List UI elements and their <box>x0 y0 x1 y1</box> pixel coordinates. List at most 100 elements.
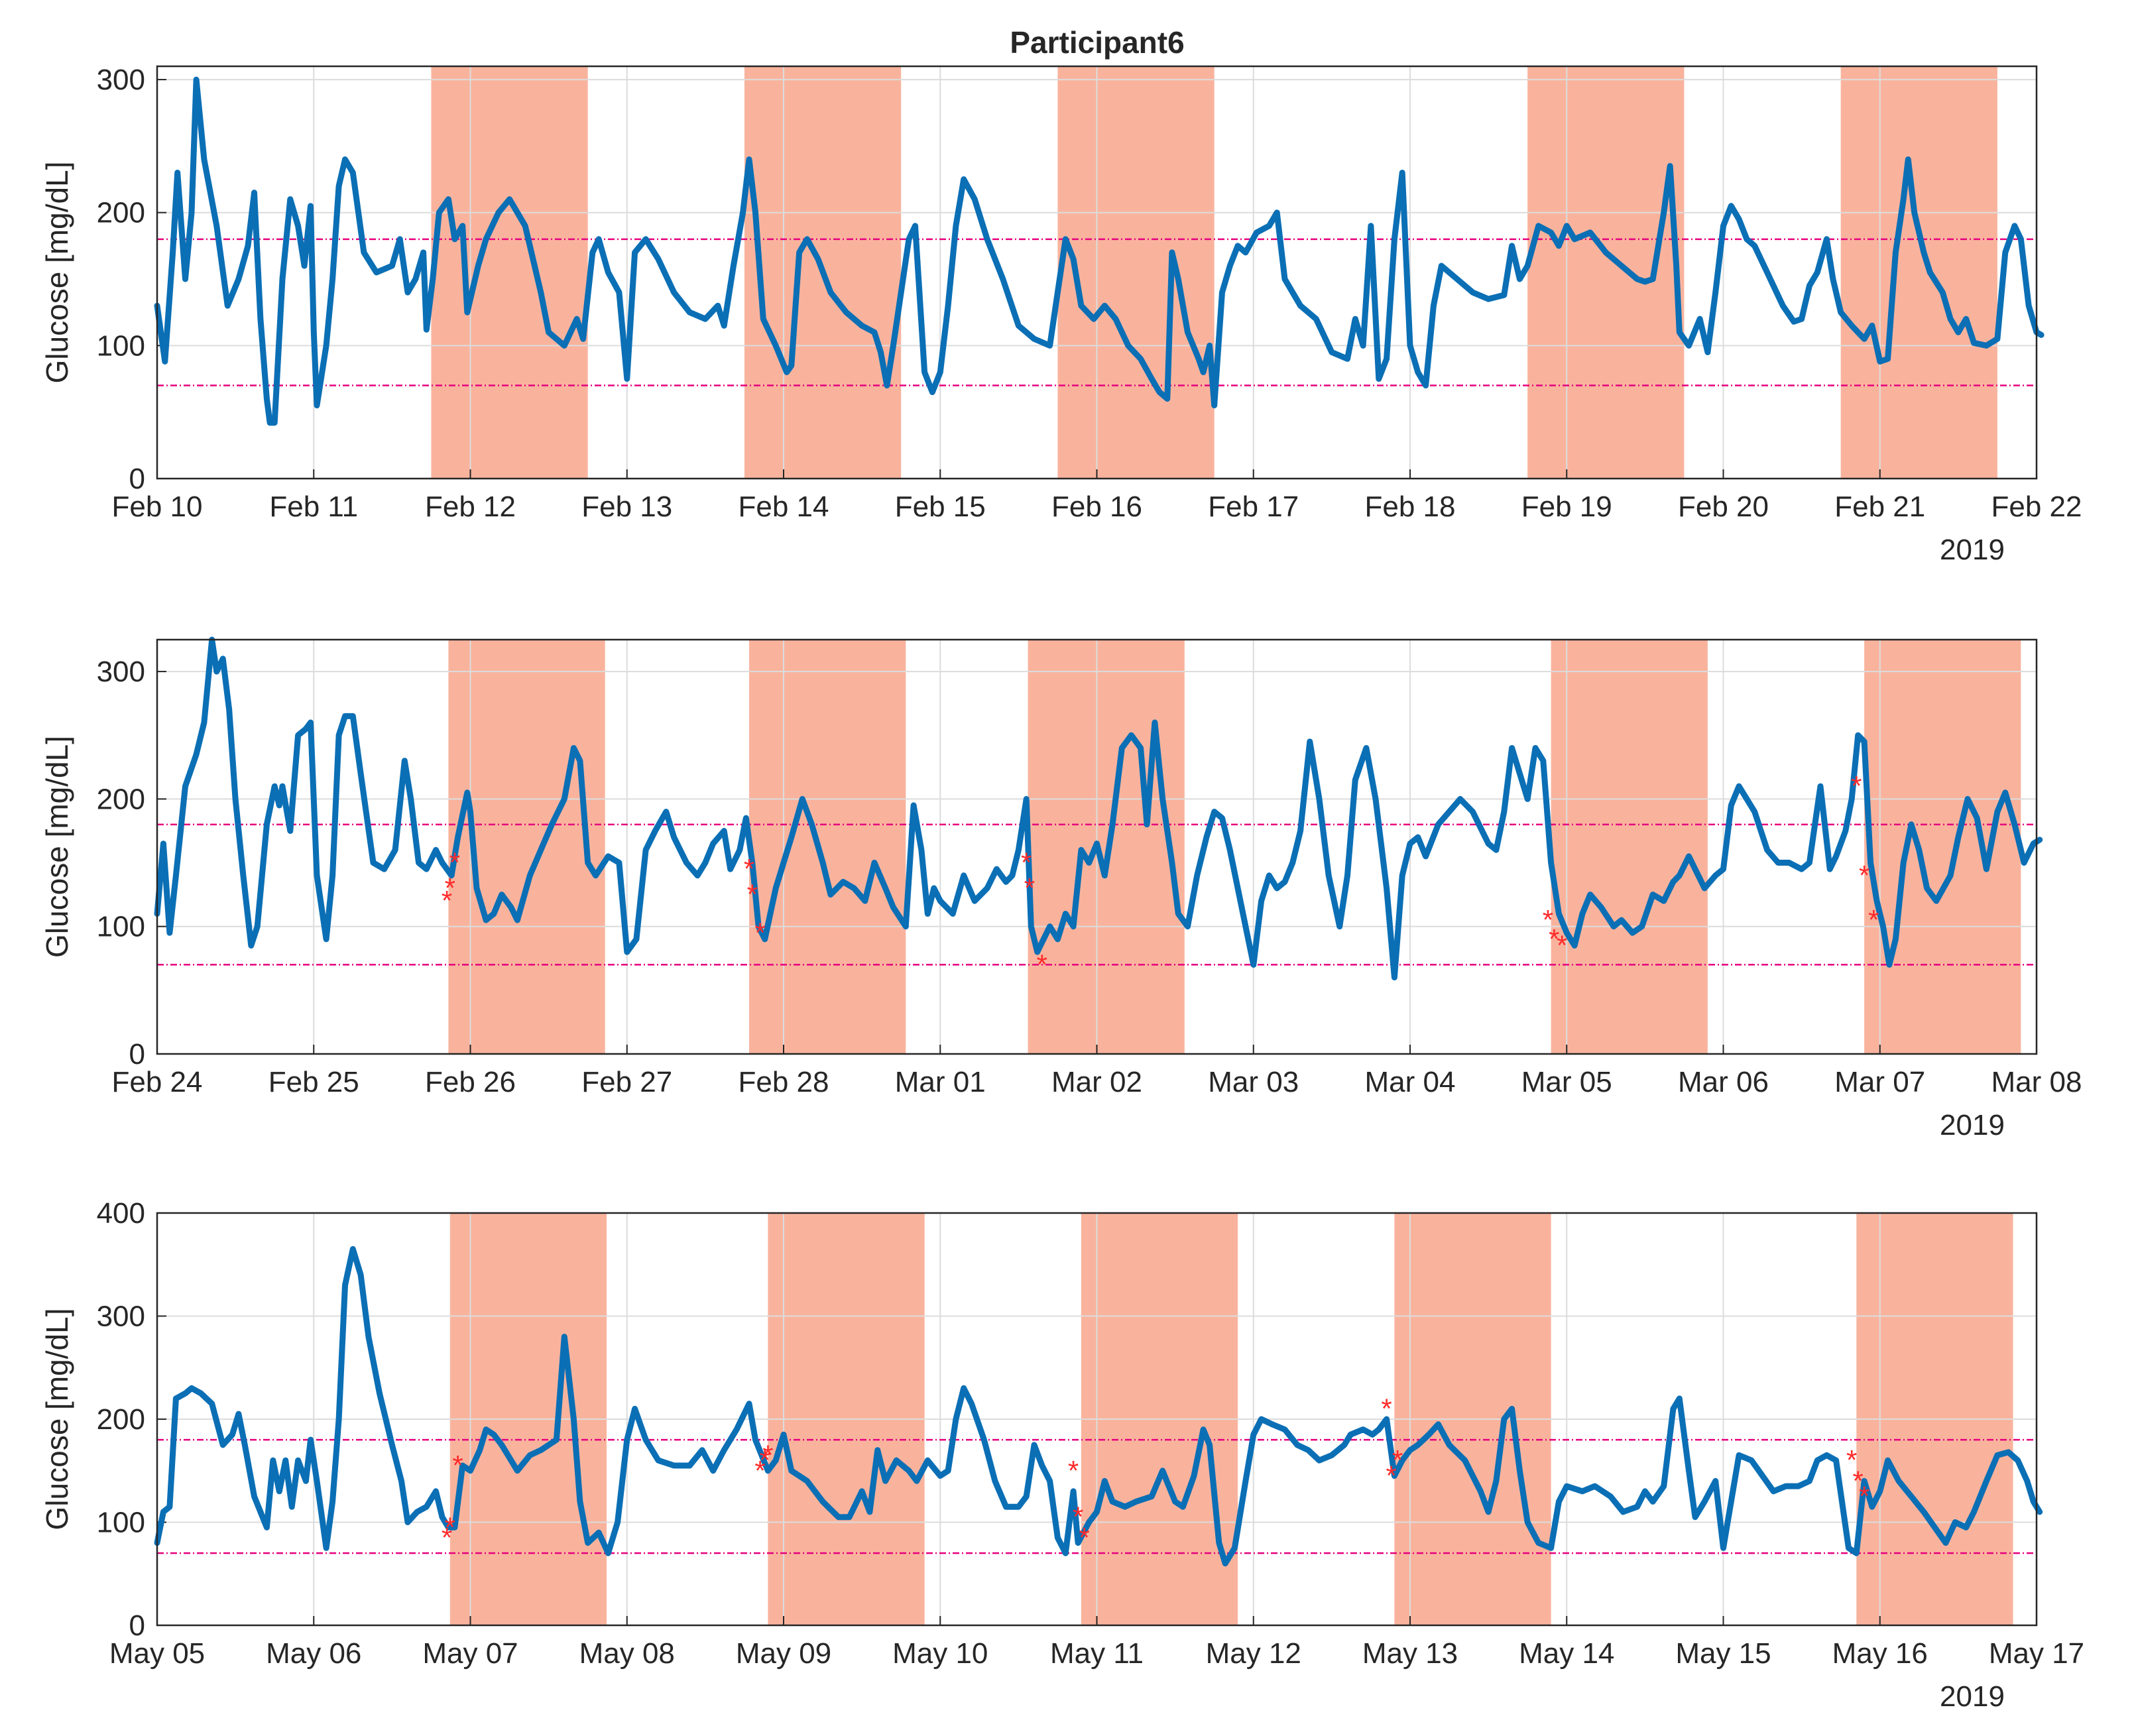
glucose-series-line <box>154 76 2045 426</box>
event-marker: * <box>442 1522 452 1553</box>
y-tick-label: 200 <box>97 197 145 229</box>
x-tick-label: Feb 15 <box>895 491 986 523</box>
axes-box <box>156 65 2038 480</box>
event-marker: * <box>1024 872 1035 903</box>
figure-title: Participant6 <box>1010 25 1184 60</box>
glucose-series-line <box>154 1245 2043 1567</box>
x-tick-label: Feb 20 <box>1678 491 1769 523</box>
shaded-period <box>431 66 588 479</box>
x-tick-label: Feb 27 <box>581 1066 672 1098</box>
event-marker: * <box>1852 1465 1863 1496</box>
axes-box <box>156 1212 2038 1627</box>
x-tick-label: Feb 25 <box>268 1066 359 1098</box>
shaded-period <box>1864 640 2021 1054</box>
x-tick-label: Feb 28 <box>739 1066 829 1098</box>
x-tick-label: May 16 <box>1832 1637 1928 1670</box>
event-marker: * <box>1068 1455 1079 1486</box>
shaded-period <box>1527 66 1685 479</box>
y-tick-label: 400 <box>97 1197 145 1230</box>
x-tick-label: Feb 16 <box>1051 491 1142 523</box>
x-tick-label: May 07 <box>422 1637 518 1670</box>
y-tick-label: 300 <box>97 656 145 688</box>
shaded-period <box>1840 66 1997 479</box>
x-tick-label: Mar 07 <box>1834 1066 1925 1098</box>
x-tick-label: Mar 08 <box>1991 1066 2082 1098</box>
shaded-period <box>1551 640 1708 1054</box>
y-axis-label: Glucose [mg/dL] <box>40 736 74 958</box>
event-marker: * <box>449 847 460 878</box>
panel-3: May 05 May 06 May 07 May 08 May 09 May 10 May … <box>40 1197 2084 1713</box>
x-tick-label: Feb 19 <box>1521 491 1612 523</box>
event-marker: * <box>1859 1481 1869 1512</box>
y-tick-label: 0 <box>129 1609 145 1642</box>
event-marker: * <box>445 1511 455 1542</box>
shaded-period <box>749 640 906 1054</box>
panel-2: Feb 24 Feb 25 Feb 26 Feb 27 Feb 28 Mar 01 Mar … <box>40 636 2082 1141</box>
x-tick-label: May 05 <box>109 1637 205 1670</box>
y-axis-label: Glucose [mg/dL] <box>40 162 74 384</box>
event-marker: * <box>1386 1460 1396 1491</box>
x-tick-label: Mar 03 <box>1208 1066 1299 1098</box>
panel-1: Feb 10 Feb 11 Feb 12 Feb 13 Feb 14 Feb 15 Feb … <box>40 64 2082 566</box>
x-tick-label: May 13 <box>1362 1637 1458 1670</box>
x-tick-label: Feb 17 <box>1208 491 1299 523</box>
y-tick-label: 0 <box>129 1038 145 1071</box>
y-tick-label: 0 <box>129 463 145 495</box>
event-marker: * <box>747 879 758 910</box>
event-marker: * <box>754 917 765 948</box>
x-tick-label: Feb 18 <box>1365 491 1456 523</box>
event-marker: * <box>1543 904 1553 935</box>
event-marker: * <box>1859 860 1869 891</box>
x-tick-label: Feb 11 <box>269 491 358 523</box>
event-marker: * <box>1846 1444 1857 1476</box>
event-marker: * <box>1079 1522 1089 1553</box>
event-marker: * <box>1021 847 1032 878</box>
y-tick-label: 100 <box>97 329 145 362</box>
year-label: 2019 <box>1940 1680 2005 1713</box>
x-tick-label: Feb 24 <box>112 1066 203 1098</box>
event-marker: * <box>1073 1501 1083 1533</box>
x-tick-label: Feb 13 <box>581 491 672 523</box>
x-tick-label: May 12 <box>1206 1637 1301 1670</box>
event-marker: * <box>1868 904 1879 935</box>
x-tick-label: Feb 21 <box>1834 491 1925 523</box>
x-tick-label: May 08 <box>579 1637 675 1670</box>
x-tick-label: Feb 22 <box>1991 491 2082 523</box>
event-marker: * <box>1851 770 1862 801</box>
glucose-series-line <box>154 636 2043 981</box>
x-tick-label: Mar 04 <box>1365 1066 1456 1098</box>
x-tick-label: May 10 <box>892 1637 988 1670</box>
x-tick-label: May 15 <box>1675 1637 1771 1670</box>
event-marker: * <box>452 1450 463 1481</box>
axes-box <box>156 638 2038 1055</box>
x-tick-label: Mar 02 <box>1051 1066 1142 1098</box>
event-marker: * <box>1392 1444 1403 1476</box>
event-marker: * <box>1549 923 1559 955</box>
event-marker: * <box>442 885 452 916</box>
x-tick-label: Mar 01 <box>895 1066 986 1098</box>
x-tick-label: May 06 <box>266 1637 361 1670</box>
event-marker: * <box>762 1439 773 1470</box>
x-tick-label: Feb 12 <box>425 491 516 523</box>
y-axis-label: Glucose [mg/dL] <box>40 1308 74 1531</box>
event-marker: * <box>759 1444 770 1476</box>
event-marker: * <box>754 1455 765 1486</box>
event-marker: * <box>1037 949 1047 980</box>
x-tick-label: May 14 <box>1519 1637 1614 1670</box>
x-tick-label: Feb 26 <box>425 1066 516 1098</box>
year-label: 2019 <box>1940 1109 2005 1141</box>
x-tick-label: Feb 10 <box>112 491 203 523</box>
event-marker: * <box>1381 1393 1392 1424</box>
x-tick-label: Mar 06 <box>1678 1066 1769 1098</box>
event-marker: * <box>1557 930 1567 961</box>
x-tick-label: Feb 14 <box>739 491 829 523</box>
x-tick-label: May 11 <box>1050 1637 1144 1670</box>
y-tick-label: 200 <box>97 783 145 815</box>
x-tick-label: Mar 05 <box>1521 1066 1612 1098</box>
y-tick-label: 300 <box>97 64 145 96</box>
x-tick-label: May 17 <box>1989 1637 2084 1670</box>
x-tick-label: May 09 <box>736 1637 831 1670</box>
shaded-period <box>1057 66 1215 479</box>
year-label: 2019 <box>1940 534 2005 566</box>
